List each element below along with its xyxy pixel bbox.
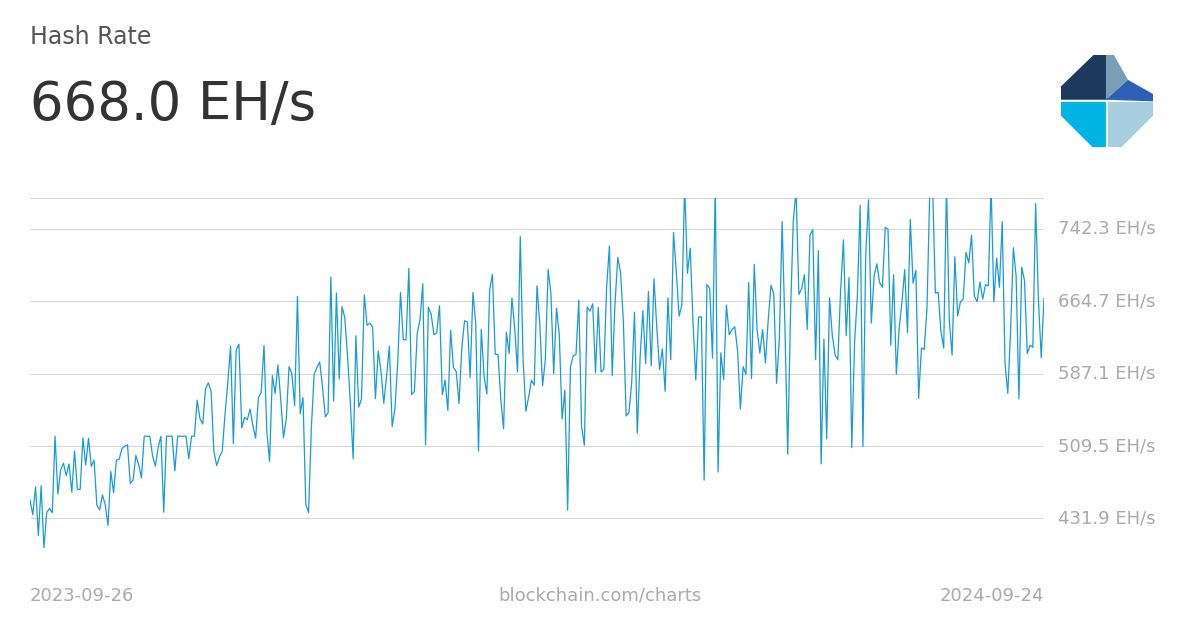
Text: 664.7 EH/s: 664.7 EH/s (1058, 292, 1156, 311)
Polygon shape (1048, 102, 1106, 161)
Text: 2024-09-24: 2024-09-24 (940, 587, 1044, 605)
Polygon shape (1106, 41, 1128, 100)
Polygon shape (1048, 41, 1108, 100)
Circle shape (1097, 150, 1117, 171)
Bar (1033, 87, 1061, 115)
Bar (1153, 87, 1181, 115)
Text: 587.1 EH/s: 587.1 EH/s (1058, 365, 1156, 382)
Text: 431.9 EH/s: 431.9 EH/s (1058, 510, 1156, 527)
Text: 509.5 EH/s: 509.5 EH/s (1058, 437, 1156, 455)
Circle shape (1037, 90, 1057, 112)
Bar (1093, 147, 1121, 175)
Polygon shape (1108, 102, 1166, 161)
Text: Hash Rate: Hash Rate (30, 25, 151, 49)
Bar (1093, 27, 1121, 55)
Text: 2023-09-26: 2023-09-26 (30, 587, 134, 605)
Text: 668.0 EH/s: 668.0 EH/s (30, 79, 316, 131)
Circle shape (1157, 90, 1177, 112)
Text: 742.3 EH/s: 742.3 EH/s (1058, 220, 1156, 238)
Polygon shape (1106, 80, 1166, 102)
Circle shape (1097, 30, 1117, 52)
Text: blockchain.com/charts: blockchain.com/charts (498, 587, 702, 605)
